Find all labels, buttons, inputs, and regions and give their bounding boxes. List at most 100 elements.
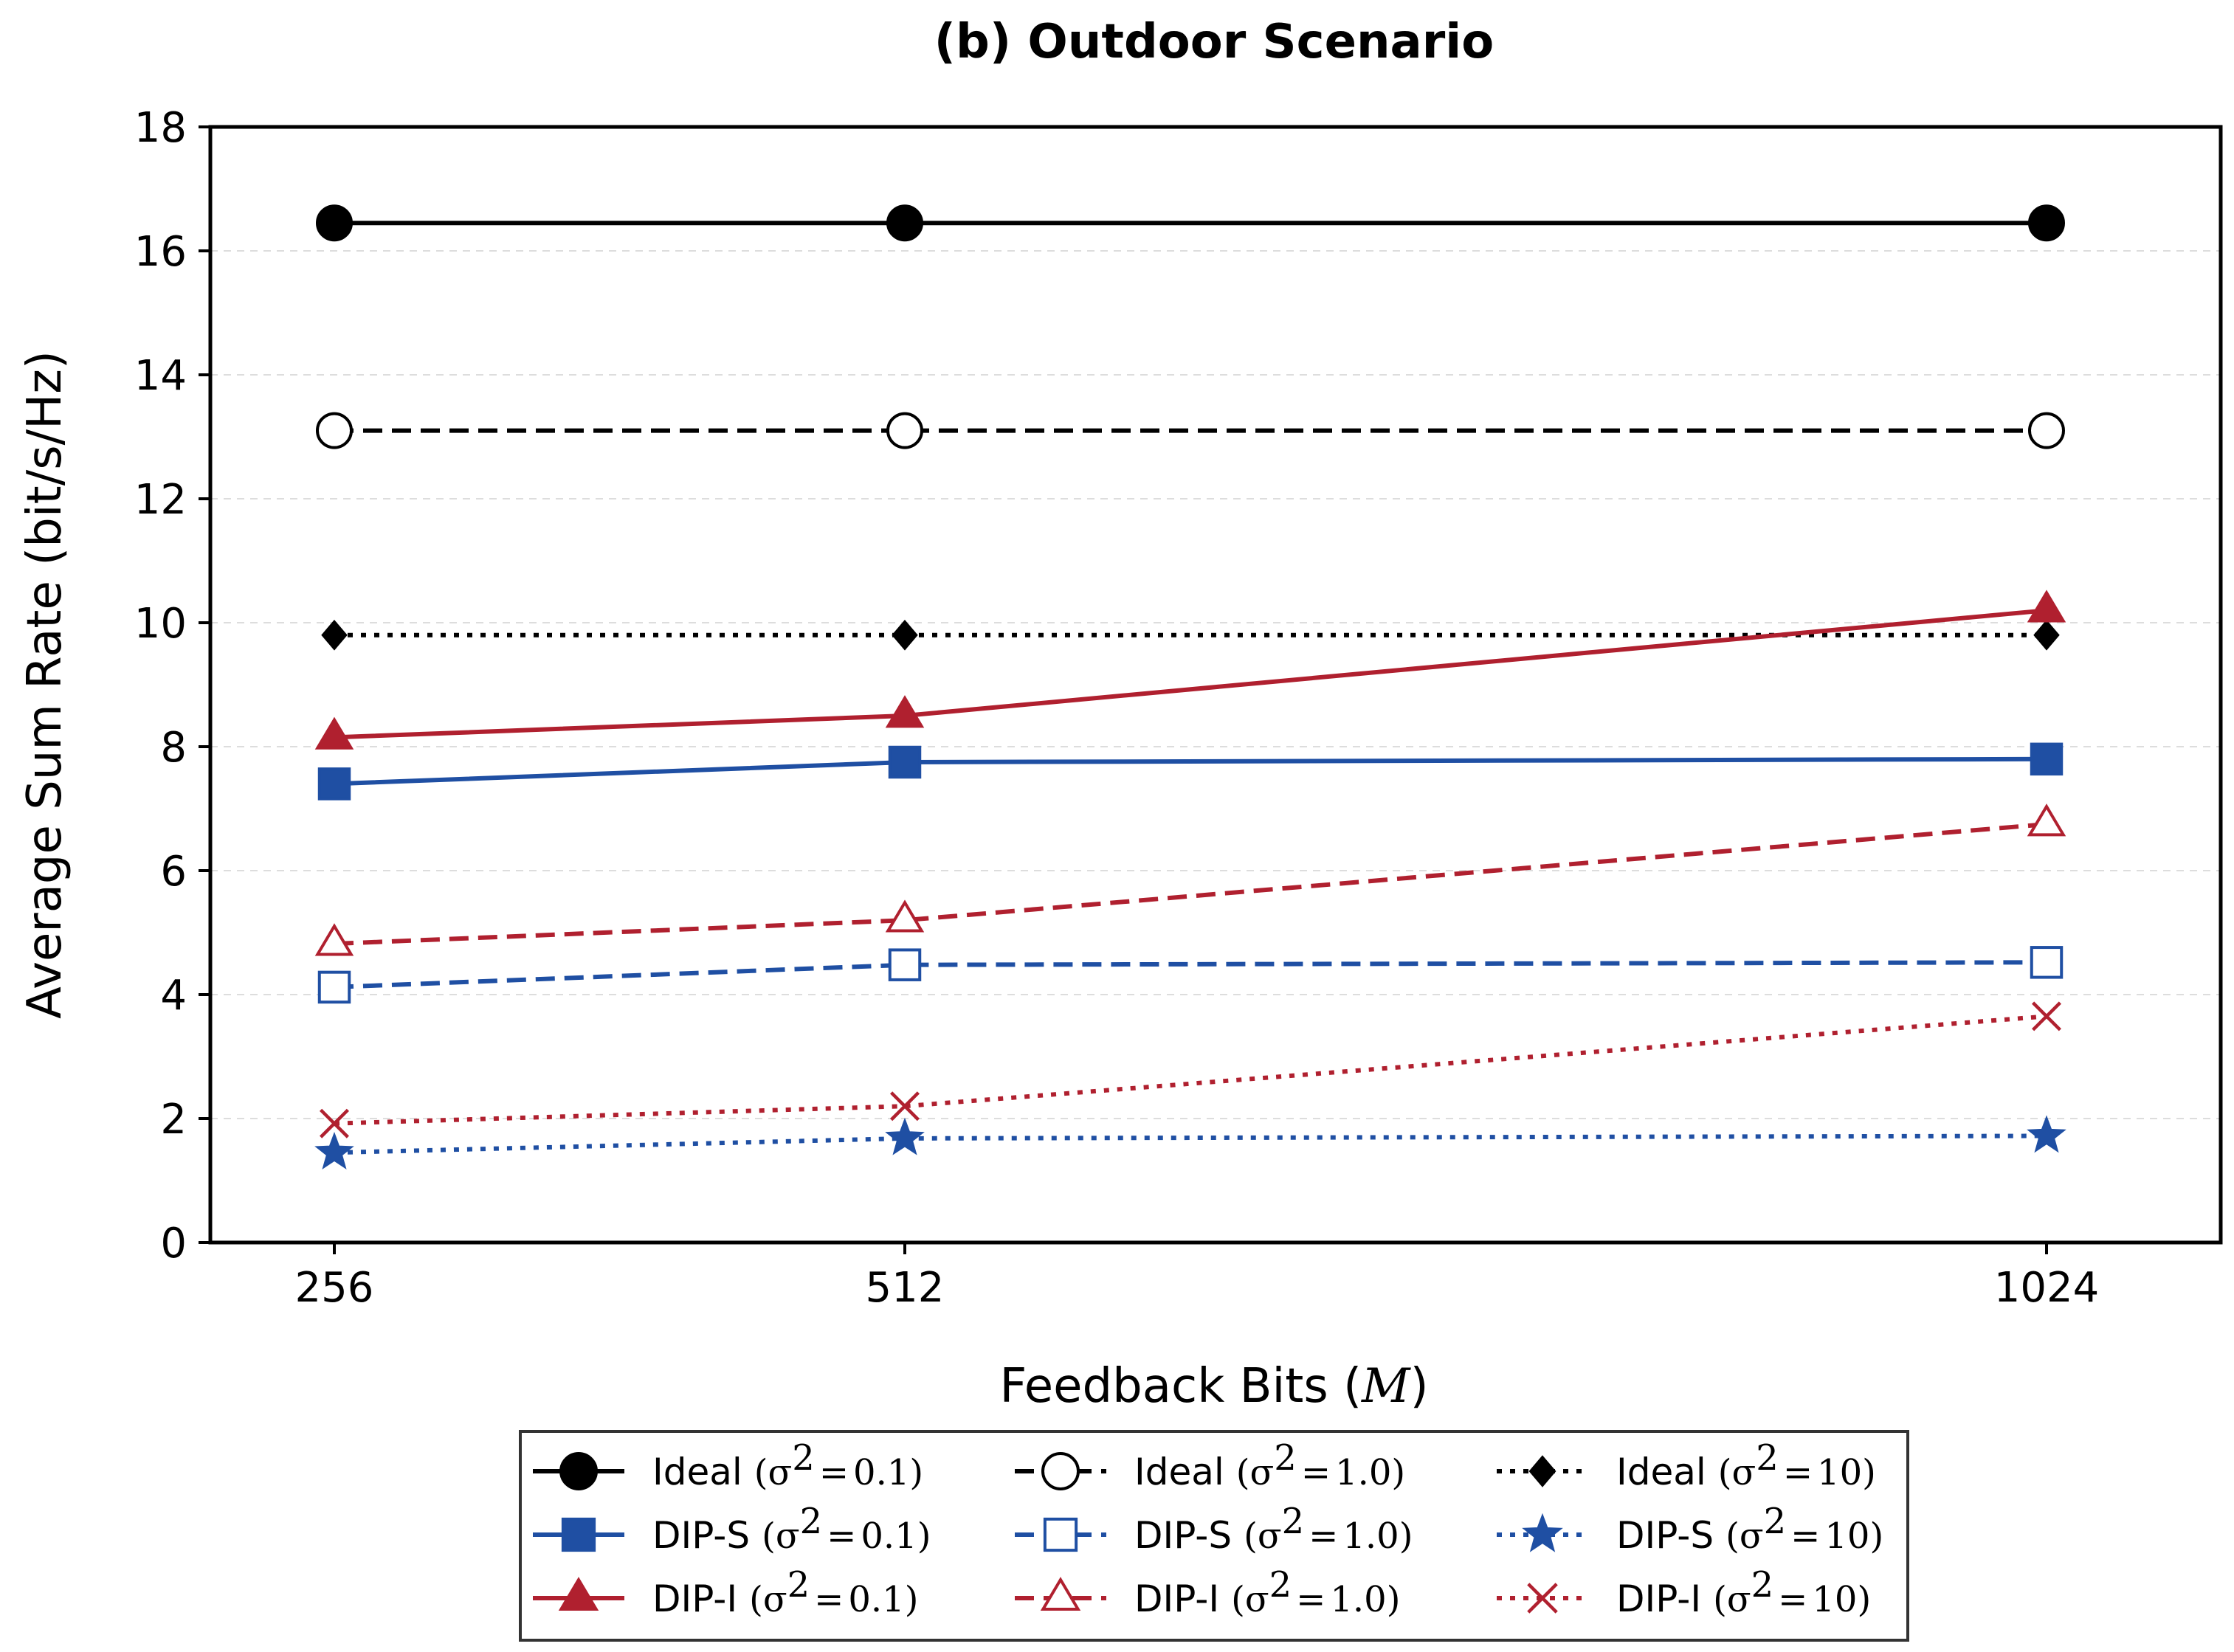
- series-line: [334, 960, 2047, 989]
- legend-item-dip-s-10: DIP-S (σ2 = 10): [1497, 1501, 1883, 1557]
- y-tick-label: 12: [134, 476, 187, 524]
- series-ideal-0.1: [316, 204, 2065, 242]
- legend-label: Ideal (σ2 = 1.0): [1134, 1437, 1405, 1493]
- series-dip-i-10: [320, 1001, 2061, 1138]
- legend-item-ideal-0.1: Ideal (σ2 = 0.1): [533, 1437, 923, 1493]
- marker-square-filled-point: [2030, 742, 2064, 776]
- series-line: [334, 756, 2047, 787]
- y-tick-label: 14: [134, 352, 187, 400]
- x-stroke: [2032, 1001, 2061, 1031]
- legend-label: Ideal (σ2 = 0.1): [652, 1437, 923, 1493]
- marker-triangle-open-point: [2027, 803, 2066, 837]
- legend-series-name: DIP-S: [652, 1514, 750, 1557]
- legend-item-dip-s-0.1: DIP-S (σ2 = 0.1): [533, 1501, 931, 1557]
- chart-title: (b) Outdoor Scenario: [934, 15, 1494, 69]
- marker-triangle-filled-legend: [558, 1577, 599, 1611]
- y-tick-label: 18: [134, 104, 187, 152]
- legend-sigma-value: 0.1: [848, 1579, 904, 1620]
- legend-sigma-value: 10: [1824, 1516, 1869, 1557]
- legend-series-name: DIP-S: [1616, 1514, 1714, 1557]
- y-tick-label: 16: [134, 228, 187, 276]
- legend-series-name: DIP-I: [1616, 1577, 1701, 1620]
- marker-diamond-filled-point: [321, 619, 348, 651]
- legend-label: DIP-I (σ2 = 1.0): [1134, 1564, 1400, 1620]
- axes-ticks: 0 2 4 6 8 10 12 14 16 18 256 512 1024: [134, 104, 2100, 1312]
- legend-sigma-value: 0.1: [861, 1516, 917, 1557]
- marker-triangle-open-legend: [1040, 1577, 1081, 1611]
- marker-square-open-point: [888, 948, 922, 981]
- marker-circle-filled-point: [316, 204, 353, 242]
- legend-sigma-value: 1.0: [1342, 1516, 1399, 1557]
- series-layer: [314, 204, 2066, 1170]
- marker-star-filled-point: [885, 1117, 925, 1155]
- marker-x-legend: [1527, 1583, 1558, 1614]
- legend: Ideal (σ2 = 0.1) Ideal (σ2 = 1.0) Ideal (σ2 = 10) DI…: [519, 1430, 1909, 1642]
- series-line: [334, 608, 2047, 740]
- x-stroke: [1527, 1583, 1558, 1614]
- legend-label: Ideal (σ2 = 10): [1616, 1437, 1876, 1493]
- legend-item-dip-i-0.1: DIP-I (σ2 = 0.1): [533, 1564, 918, 1620]
- y-tick-label: 10: [134, 600, 187, 648]
- marker-circle-open-point: [2028, 412, 2065, 449]
- marker-square-open-point: [2030, 946, 2064, 979]
- series-ideal-1.0: [316, 412, 2065, 449]
- legend-series-name: Ideal: [1616, 1451, 1706, 1493]
- marker-circle-filled-legend: [559, 1452, 598, 1490]
- legend-series-name: DIP-I: [652, 1577, 737, 1620]
- series-line: [334, 1133, 2047, 1155]
- marker-diamond-filled-point: [892, 619, 918, 651]
- legend-sigma-value: 1.0: [1335, 1452, 1391, 1493]
- marker-triangle-open-point: [885, 899, 925, 933]
- marker-diamond-filled-point: [2033, 619, 2060, 651]
- marker-circle-filled-point: [2028, 204, 2065, 242]
- legend-item-ideal-10: Ideal (σ2 = 10): [1497, 1437, 1876, 1493]
- marker-circle-filled-point: [886, 204, 923, 242]
- marker-square-open-legend: [1043, 1517, 1078, 1552]
- y-tick-label: 4: [160, 972, 187, 1020]
- x-axis-label: Feedback Bits (M): [999, 1359, 1428, 1414]
- marker-triangle-filled-point: [885, 695, 925, 728]
- legend-series-name: DIP-S: [1134, 1514, 1232, 1557]
- legend-item-dip-i-10: DIP-I (σ2 = 10): [1497, 1564, 1871, 1620]
- x-axis-label-text: Feedback Bits: [999, 1359, 1328, 1414]
- series-dip-s-0.1: [317, 742, 2064, 801]
- marker-star-filled-legend: [1522, 1513, 1563, 1552]
- y-tick-label: 0: [160, 1220, 187, 1268]
- marker-square-filled-legend: [561, 1517, 596, 1552]
- y-tick-label: 6: [160, 848, 187, 896]
- x-axis-label-variable: M: [1361, 1359, 1411, 1414]
- legend-item-ideal-1.0: Ideal (σ2 = 1.0): [1015, 1437, 1405, 1493]
- series-line: [334, 1014, 2047, 1126]
- legend-label: DIP-I (σ2 = 0.1): [652, 1564, 918, 1620]
- marker-circle-open-legend: [1041, 1452, 1080, 1490]
- y-tick-label: 8: [160, 724, 187, 772]
- marker-x-point: [320, 1108, 349, 1138]
- x-tick-label: 256: [295, 1264, 374, 1312]
- legend-item-dip-s-1.0: DIP-S (σ2 = 1.0): [1015, 1501, 1413, 1557]
- series-dip-i-0.1: [314, 590, 2066, 750]
- marker-circle-open-point: [316, 412, 353, 449]
- marker-diamond-filled-legend: [1528, 1455, 1556, 1487]
- marker-triangle-filled-point: [2027, 590, 2066, 623]
- marker-star-filled-point: [314, 1132, 354, 1170]
- legend-series-name: Ideal: [1134, 1451, 1224, 1493]
- y-axis-label: Average Sum Rate (bit/s/Hz): [18, 350, 72, 1019]
- plot-area-frame: [208, 125, 2223, 1245]
- legend-label: DIP-S (σ2 = 0.1): [652, 1501, 931, 1557]
- marker-star-filled-point: [2027, 1115, 2066, 1153]
- legend-sigma-value: 10: [1812, 1579, 1857, 1620]
- series-line: [334, 822, 2047, 947]
- x-stroke: [320, 1108, 349, 1138]
- x-tick-label: 512: [866, 1264, 945, 1312]
- marker-square-filled-point: [888, 745, 922, 779]
- series-dip-i-1.0: [314, 803, 2066, 956]
- legend-series-name: Ideal: [652, 1451, 742, 1493]
- marker-triangle-filled-point: [314, 716, 354, 750]
- series-ideal-10: [321, 619, 2060, 651]
- grid-lines: [210, 250, 2221, 1119]
- series-dip-s-1.0: [317, 946, 2064, 1004]
- legend-item-dip-i-1.0: DIP-I (σ2 = 1.0): [1015, 1564, 1400, 1620]
- legend-sigma-value: 1.0: [1330, 1579, 1386, 1620]
- marker-square-open-point: [317, 970, 351, 1004]
